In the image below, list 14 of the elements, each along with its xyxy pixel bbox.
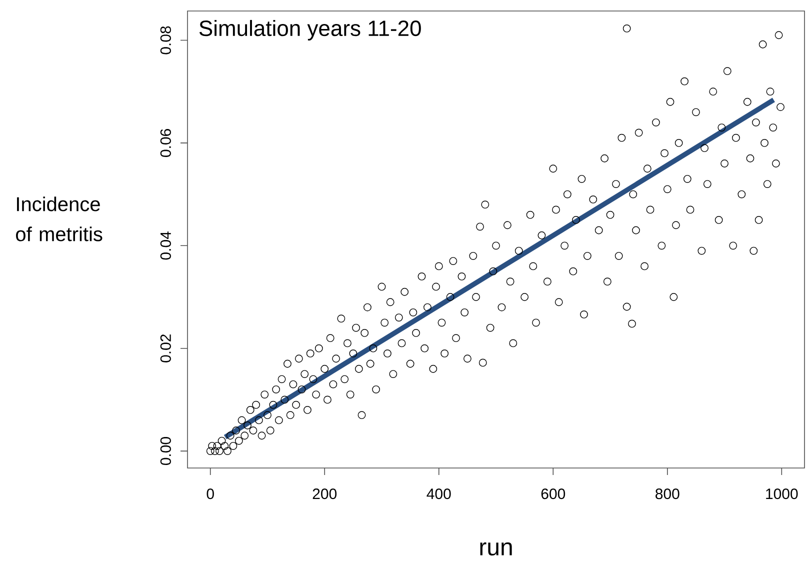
chart-title: Simulation years 11-20	[199, 20, 421, 40]
x-tick-label: 0	[206, 488, 214, 500]
y-tick-label: 0.06	[160, 129, 171, 157]
x-tick-label: 1000	[766, 488, 798, 500]
x-tick-label: 400	[426, 488, 451, 500]
y-tick-label: 0.00	[160, 437, 171, 466]
x-tick-label: 600	[541, 488, 566, 500]
x-tick-label: 200	[312, 488, 337, 500]
y-axis-title: Incidence of metritis	[16, 196, 102, 242]
y-tick-label: 0.08	[160, 26, 171, 54]
x-axis-title: run	[480, 542, 512, 556]
y-tick-label: 0.04	[160, 231, 171, 260]
x-tick-label: 800	[656, 488, 680, 500]
y-tick-label: 0.02	[160, 334, 171, 362]
